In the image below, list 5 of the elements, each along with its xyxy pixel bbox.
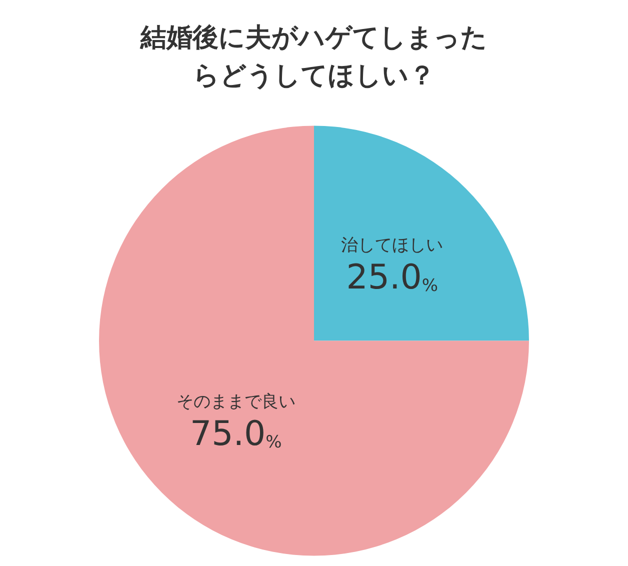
chart-title: 結婚後に夫がハゲてしまったらどうしてほしい？ — [140, 23, 488, 91]
data-label: 25.0% — [346, 258, 438, 298]
data-label: 75.0% — [190, 414, 282, 454]
slice-label: 治してほしい — [341, 236, 444, 256]
slice-label: そのままで良い — [176, 392, 296, 412]
